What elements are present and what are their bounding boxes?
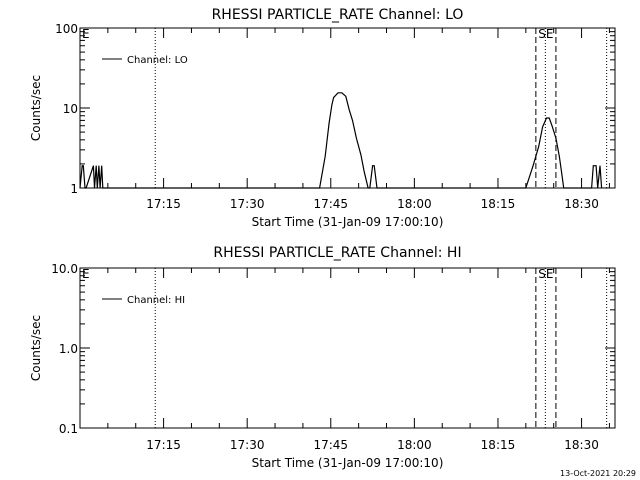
chart1-y-tick-label: 100 [55,22,78,36]
chart2-x-tick-label: 18:15 [481,438,516,452]
chart2-plot-frame [79,267,616,429]
chart1-x-tick-label: 18:15 [481,197,516,211]
chart1-y-tick-label: 1 [70,182,78,196]
chart2-y-tick-label: 0.1 [59,422,78,436]
chart1-y-tick-label: 10 [63,102,78,116]
chart2-y-axis-label: Counts/sec [29,315,43,381]
chart1-x-tick-label: 18:30 [564,197,599,211]
chart1-title: RHESSI PARTICLE_RATE Channel: LO [212,7,464,23]
chart2-y-tick-label: 1.0 [59,342,78,356]
chart2-event-label: SE [538,267,553,281]
chart1-panel: RHESSI PARTICLE_RATE Channel: LO Counts/s… [29,7,616,229]
chart1-legend-label: Channel: LO [127,55,188,66]
chart1-y-axis-label: Counts/sec [29,75,43,141]
generated-timestamp: 13-Oct-2021 20:29 [560,469,636,478]
chart2-panel: RHESSI PARTICLE_RATE Channel: HI Counts/s… [29,245,616,470]
chart1-x-tick-label: 17:45 [313,197,348,211]
chart1-x-tick-label: 17:15 [146,197,181,211]
chart2-x-tick-label: 17:45 [313,438,348,452]
chart1-x-tick-label: 17:30 [230,197,265,211]
chart2-x-tick-label: 18:00 [397,438,432,452]
chart1-x-axis-label: Start Time (31-Jan-09 17:00:10) [252,215,444,229]
chart2-title: RHESSI PARTICLE_RATE Channel: HI [213,245,461,261]
chart2-x-tick-label: 17:15 [146,438,181,452]
chart2-edge-label: E [82,267,90,281]
chart2-legend-label: Channel: HI [127,295,185,306]
chart1-x-tick-label: 18:00 [397,197,432,211]
chart2-x-axis-label: Start Time (31-Jan-09 17:00:10) [252,456,444,470]
chart1-edge-label: E [82,27,90,41]
chart1-plot-frame [79,27,616,189]
chart2-y-tick-label: 10.0 [51,262,78,276]
chart1-event-label: SE [538,27,553,41]
chart1-series-line [79,92,603,189]
chart2-x-tick-label: 18:30 [564,438,599,452]
chart2-x-tick-label: 17:30 [230,438,265,452]
